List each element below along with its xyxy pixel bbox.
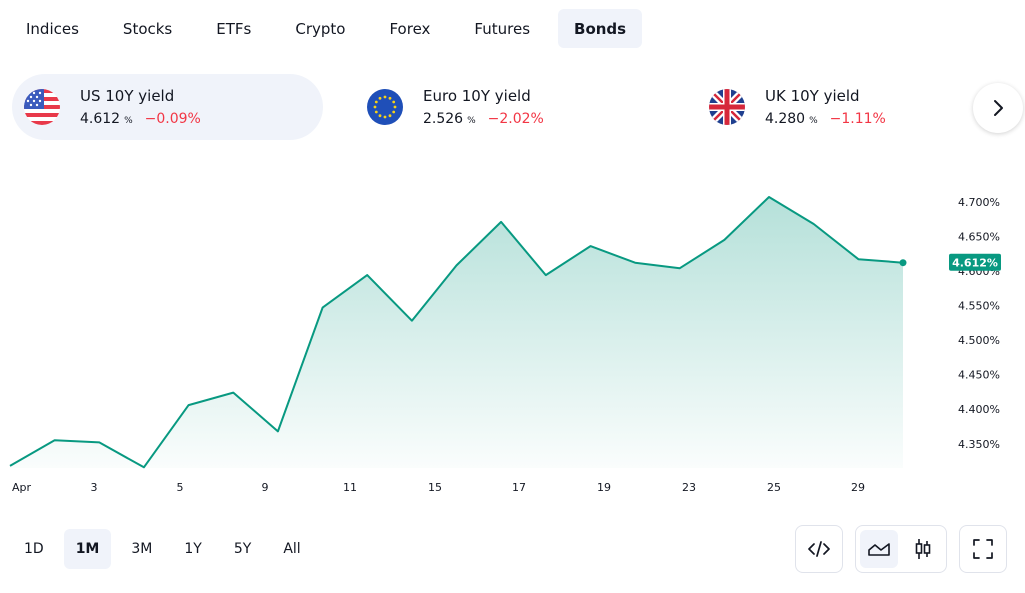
chart-svg: 4.350%4.400%4.450%4.500%4.550%4.600%4.65… [9,196,1001,494]
chevron-right-icon [994,100,1003,116]
x-tick-label: Apr [12,481,32,494]
tab-etfs[interactable]: ETFs [216,19,252,38]
range-selector: 1D 1M 3M 1Y 5Y All [12,529,321,569]
range-5y-button[interactable]: 5Y [233,541,252,557]
card-change: −1.11% [829,111,886,127]
card-euro-10y[interactable]: Euro 10Y yield 2.526% −2.02% [355,74,655,140]
fullscreen-icon [964,530,1002,568]
y-tick-label: 4.400% [958,403,1000,416]
y-tick-label: 4.350% [958,438,1000,451]
card-us-10y[interactable]: US 10Y yield 4.612% −0.09% [12,74,323,140]
y-tick-label: 4.450% [958,369,1000,382]
card-unit: % [809,116,818,126]
x-tick-label: 29 [851,481,865,494]
x-tick-label: 23 [682,481,696,494]
market-tabs: Indices Stocks ETFs Crypto Forex Futures… [10,9,654,49]
us-flag-icon [24,89,60,125]
tab-bonds[interactable]: Bonds [558,9,643,48]
tab-forex[interactable]: Forex [389,19,431,38]
yield-chart[interactable]: 4.350% 4.400% 4.450% 4.500% 4.550% 4.600% 4.65… [0,160,1025,500]
chart-tools [0,525,1025,573]
range-1m-button[interactable]: 1M [63,529,112,569]
card-title: UK 10Y yield [765,87,860,105]
card-title: US 10Y yield [80,87,175,105]
range-1y-button[interactable]: 1Y [184,541,202,557]
card-uk-10y[interactable]: UK 10Y yield 4.280% −1.11% [697,74,957,140]
x-tick-label: 5 [177,481,184,494]
last-value-badge [949,253,1001,271]
y-tick-label: 4.650% [958,230,1000,243]
code-icon [800,530,838,568]
x-tick-label: 9 [262,481,269,494]
card-title: Euro 10Y yield [423,87,531,105]
tab-stocks[interactable]: Stocks [122,19,173,38]
card-unit: % [467,116,476,126]
fullscreen-button[interactable] [959,525,1007,573]
x-tick-label: 25 [767,481,781,494]
y-tick-label: 4.500% [958,334,1000,347]
card-change: −2.02% [487,111,544,127]
y-tick-label: 4.700% [958,196,1000,209]
quote-cards: US 10Y yield 4.612% −0.09% [12,74,1023,140]
card-unit: % [124,116,133,126]
candles-button[interactable] [904,530,942,568]
chart-style-toggle [855,525,947,573]
last-value-label: 4.612% [952,257,998,270]
data-point [899,259,907,267]
x-tick-label: 19 [597,481,611,494]
x-tick-label: 17 [512,481,526,494]
eu-flag-icon [367,89,403,125]
next-cards-button[interactable] [973,83,1023,133]
area-chart-button[interactable] [860,530,898,568]
x-tick-label: 3 [91,481,98,494]
card-value: 2.526 [423,111,464,127]
y-tick-label: 4.550% [958,300,1000,313]
range-all-button[interactable]: All [283,541,301,557]
card-value: 4.280 [765,111,806,127]
tab-crypto[interactable]: Crypto [295,19,346,38]
card-change: −0.09% [144,111,201,127]
tab-futures[interactable]: Futures [474,19,531,38]
range-1d-button[interactable]: 1D [24,541,44,557]
x-tick-label: 15 [428,481,442,494]
tab-indices[interactable]: Indices [26,19,79,38]
embed-button[interactable] [795,525,843,573]
series-area [10,197,903,468]
range-3m-button[interactable]: 3M [131,541,153,557]
uk-flag-icon [709,89,745,125]
series-line [9,196,904,469]
candlestick-icon [915,539,931,559]
x-tick-label: 11 [343,481,357,494]
area-chart-icon [868,543,890,556]
card-value: 4.612 [80,111,121,127]
